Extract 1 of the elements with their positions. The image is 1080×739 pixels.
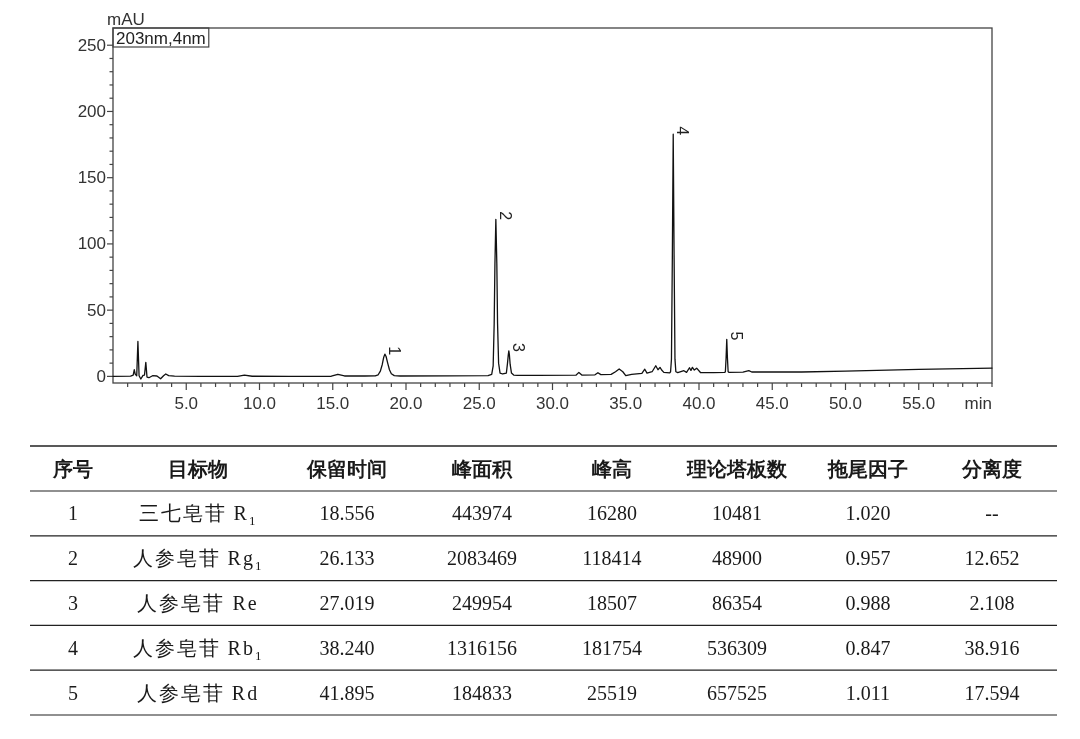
annotation: 203nm,4nm xyxy=(116,28,206,48)
